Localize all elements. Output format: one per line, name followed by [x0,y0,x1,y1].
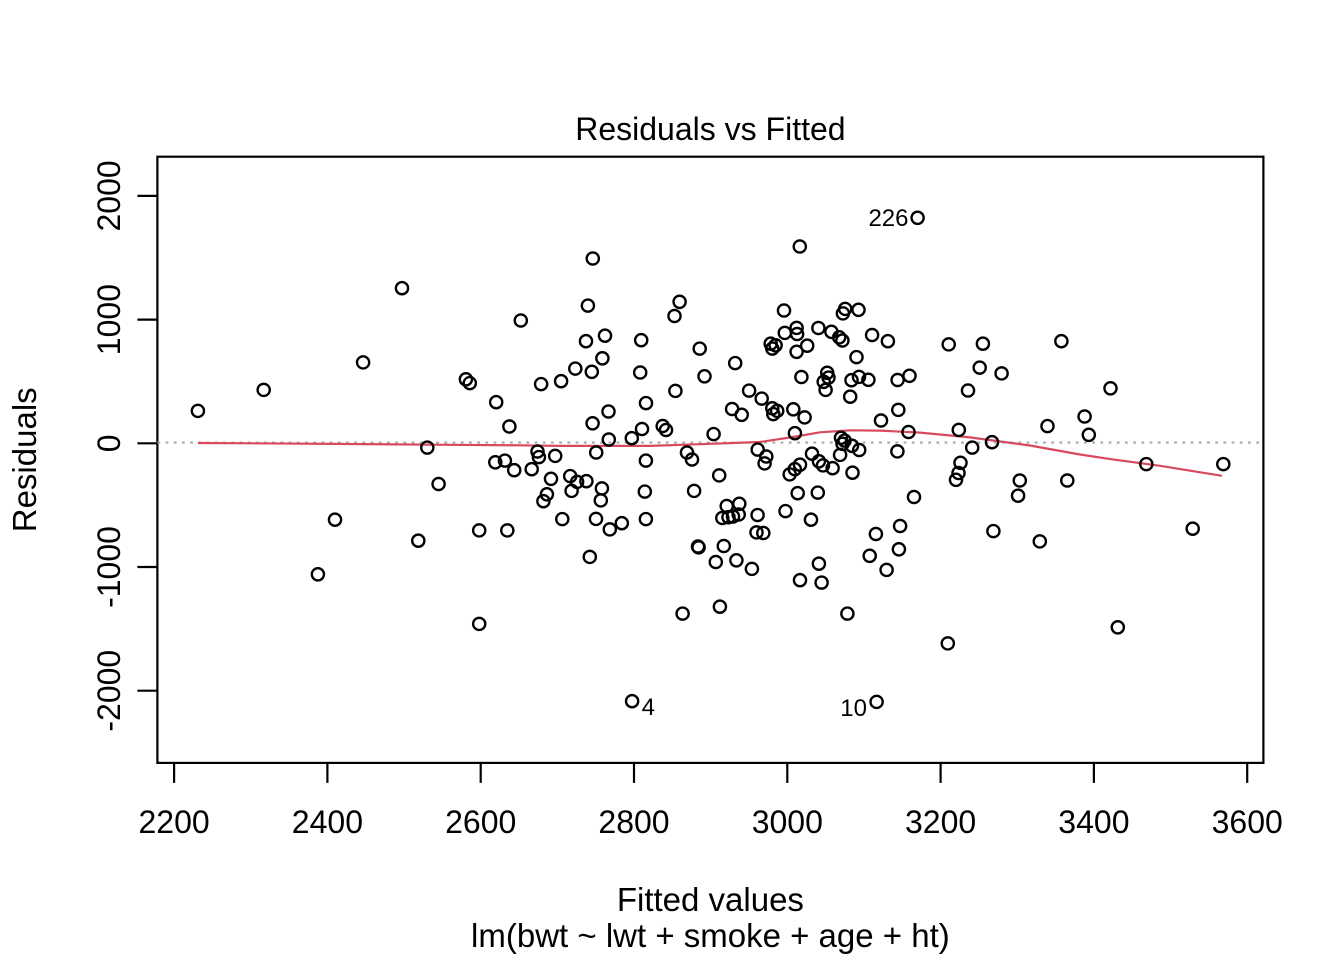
svg-text:3600: 3600 [1212,804,1283,840]
svg-text:2200: 2200 [139,804,210,840]
svg-text:2800: 2800 [598,804,669,840]
svg-text:3400: 3400 [1058,804,1129,840]
svg-text:226: 226 [868,205,908,232]
svg-text:2600: 2600 [445,804,516,840]
svg-text:2400: 2400 [292,804,363,840]
svg-text:10: 10 [840,695,867,722]
svg-text:0: 0 [91,434,127,452]
svg-text:lm(bwt ~ lwt + smoke + age + h: lm(bwt ~ lwt + smoke + age + ht) [471,917,950,954]
svg-text:3200: 3200 [905,804,976,840]
svg-text:Fitted values: Fitted values [617,881,804,918]
svg-text:Residuals vs Fitted: Residuals vs Fitted [575,111,845,147]
svg-text:3000: 3000 [752,804,823,840]
svg-text:-2000: -2000 [91,650,127,732]
svg-text:-1000: -1000 [91,526,127,608]
svg-text:4: 4 [642,694,655,721]
svg-text:Residuals: Residuals [6,387,43,532]
svg-text:1000: 1000 [91,284,127,355]
svg-text:2000: 2000 [91,160,127,231]
